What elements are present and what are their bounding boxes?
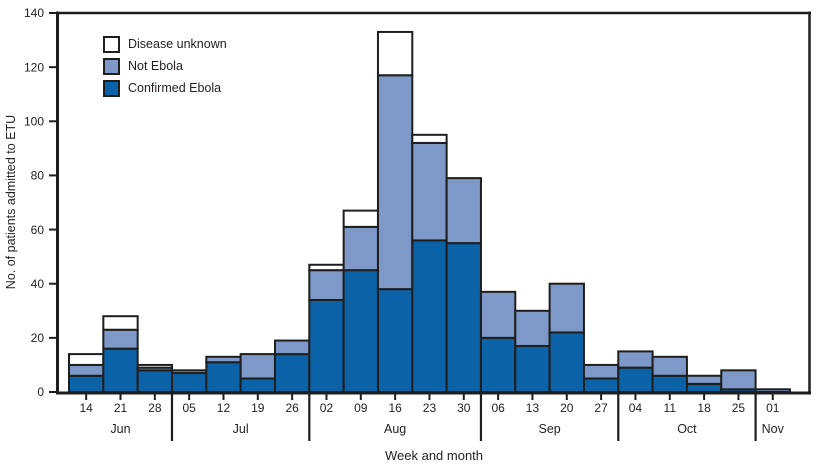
bar-segment-not-ebola-jun-21 [102,328,139,350]
y-tick-label: 0 [37,385,44,399]
x-tick-label: 26 [285,401,299,415]
bar-segment-confirmed-ebola-aug-02 [308,298,345,393]
bar-segment-confirmed-ebola-jul-26 [273,353,311,394]
bar-segment-confirmed-ebola-sep-06 [479,336,517,393]
bar-segment-not-ebola-jun-14 [68,363,105,377]
bar-segment-not-ebola-oct-18 [685,374,723,385]
month-label: Jul [233,422,249,436]
y-tick-label: 120 [24,60,44,74]
bar-segment-not-ebola-sep-13 [514,309,551,347]
bar-segment-not-ebola-oct-11 [651,355,688,377]
bar-segment-confirmed-ebola-oct-11 [651,374,688,394]
x-tick-label: 11 [664,401,677,415]
legend-label-confirmed-ebola: Confirmed Ebola [128,81,222,95]
x-axis-title: Week and month [384,448,484,463]
legend-item-not-ebola: Not Ebola [103,58,227,75]
legend-item-disease-unknown: Disease unknown [103,36,227,53]
x-tick-label: 05 [182,401,196,415]
y-tick-label: 40 [31,277,45,291]
bar-segment-confirmed-ebola-oct-18 [685,382,723,394]
bar-segment-confirmed-ebola-jul-12 [205,361,242,394]
bar-segment-disease-unknown-aug-02 [308,263,345,272]
x-tick-label: 27 [594,401,608,415]
bar-segment-not-ebola-oct-25 [720,369,757,391]
bar-segment-confirmed-ebola-aug-23 [411,239,448,393]
bar-segment-confirmed-ebola-sep-20 [548,331,585,394]
bar-segment-not-ebola-jul-26 [273,339,311,356]
x-tick-label: 04 [629,401,643,415]
legend: Disease unknown Not Ebola Confirmed Ebol… [103,36,227,97]
x-tick-label: 14 [79,401,93,415]
bar-segment-not-ebola-aug-02 [308,269,345,301]
x-tick-label: 20 [560,401,574,415]
x-tick-label: 18 [697,401,711,415]
legend-swatch-disease-unknown-icon [103,36,120,53]
bar-segment-confirmed-ebola-jul-05 [170,372,208,393]
bar-segment-not-ebola-aug-23 [411,141,448,242]
bar-segment-disease-unknown-jun-14 [68,353,105,366]
y-tick-label: 140 [24,6,44,20]
bar-segment-not-ebola-jul-05 [170,369,208,375]
y-tick-label: 60 [31,223,45,237]
bar-segment-confirmed-ebola-oct-04 [617,366,654,394]
bar-segment-disease-unknown-aug-16 [376,30,414,77]
y-tick-label: 80 [31,169,45,183]
bar-segment-not-ebola-oct-04 [617,350,654,369]
x-tick-label: 21 [114,401,128,415]
x-tick-label: 06 [491,401,505,415]
bar-segment-not-ebola-sep-27 [582,363,620,380]
x-tick-label: 30 [457,401,471,415]
legend-swatch-not-ebola-icon [103,58,120,75]
month-label: Oct [677,422,697,436]
bar-segment-confirmed-ebola-jun-21 [102,347,139,394]
x-tick-label: 13 [526,401,540,415]
y-tick-label: 100 [24,114,44,128]
x-tick-label: 23 [423,401,437,415]
legend-item-confirmed-ebola: Confirmed Ebola [103,80,227,97]
month-label: Nov [762,422,785,436]
month-label: Jun [110,422,130,436]
bar-segment-confirmed-ebola-aug-30 [445,242,482,393]
bar-segment-confirmed-ebola-jul-19 [239,377,276,393]
bar-segment-disease-unknown-jun-28 [136,363,173,369]
legend-label-disease-unknown: Disease unknown [128,37,227,51]
bar-segment-not-ebola-aug-30 [445,177,482,245]
bar-segment-confirmed-ebola-aug-09 [342,269,379,393]
bar-segment-confirmed-ebola-jun-28 [136,369,173,393]
x-tick-label: 02 [320,401,334,415]
y-tick-label: 20 [31,331,45,345]
bar-segment-confirmed-ebola-sep-27 [582,377,620,393]
x-tick-label: 09 [354,401,368,415]
legend-swatch-confirmed-ebola-icon [103,80,120,97]
bar-segment-disease-unknown-jun-21 [102,315,139,331]
month-label: Sep [538,422,560,436]
bar-segment-not-ebola-sep-20 [548,282,585,334]
y-axis-title: No. of patients admitted to ETU [4,114,18,290]
bar-segment-not-ebola-aug-09 [342,225,379,272]
month-label: Aug [384,422,406,436]
legend-label-not-ebola: Not Ebola [128,59,183,73]
bar-segment-confirmed-ebola-jun-14 [68,374,105,394]
bar-segment-not-ebola-jul-12 [205,355,242,364]
x-tick-label: 01 [766,401,780,415]
x-tick-label: 16 [388,401,402,415]
bar-segment-disease-unknown-aug-23 [411,133,448,144]
bar-segment-confirmed-ebola-aug-16 [376,288,414,394]
x-tick-label: 28 [148,401,162,415]
bar-segment-not-ebola-jul-19 [239,353,276,380]
bar-segment-disease-unknown-aug-09 [342,209,379,228]
x-tick-label: 25 [732,401,746,415]
bar-segment-confirmed-ebola-sep-13 [514,344,551,394]
bar-segment-not-ebola-aug-16 [376,74,414,291]
bar-segment-not-ebola-sep-06 [479,290,517,339]
x-tick-label: 19 [251,401,265,415]
x-tick-label: 12 [217,401,231,415]
